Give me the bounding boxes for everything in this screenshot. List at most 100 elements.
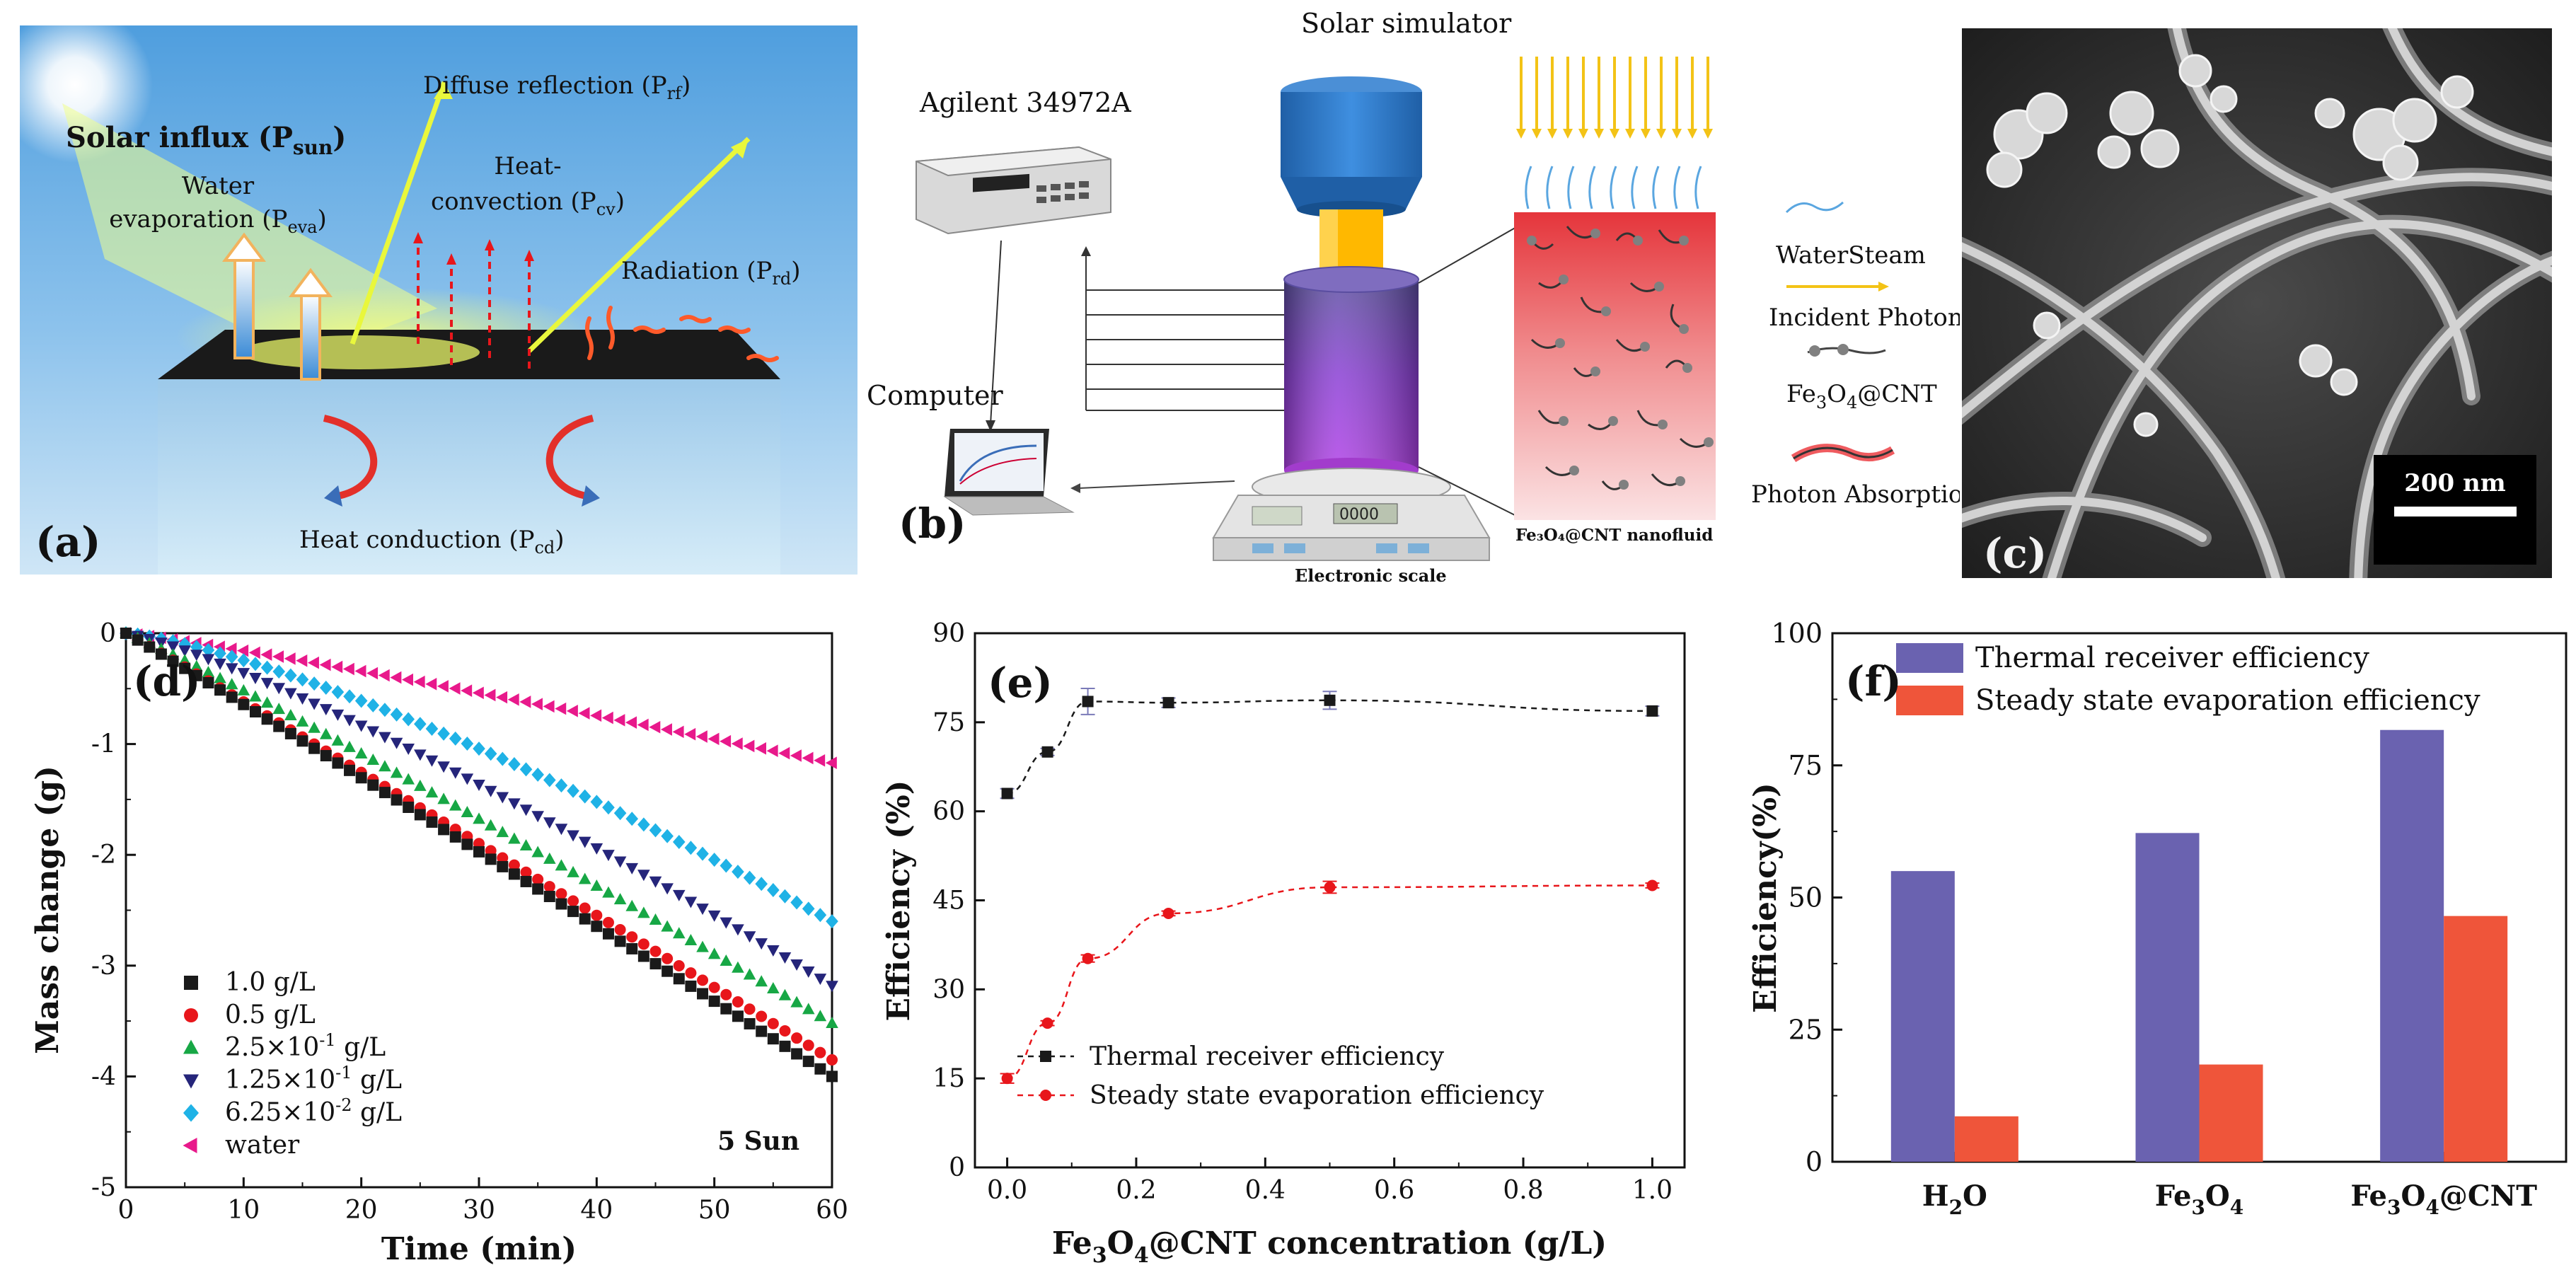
data-point <box>226 691 238 703</box>
data-point <box>826 1070 838 1083</box>
x-tick-label: 0 <box>118 1196 134 1225</box>
data-point <box>731 737 743 750</box>
data-point <box>249 706 261 718</box>
data-point <box>696 940 709 952</box>
data-point <box>190 659 203 671</box>
data-point <box>590 709 602 722</box>
data-point <box>1646 705 1658 717</box>
data-point <box>225 642 237 655</box>
data-point <box>684 727 696 741</box>
data-point <box>519 804 533 816</box>
legend-marker <box>183 1138 197 1153</box>
data-point <box>732 865 744 879</box>
data-point <box>744 1017 756 1029</box>
nanotube-fibers <box>1962 28 2552 578</box>
data-point <box>1646 879 1658 891</box>
data-point <box>743 739 755 753</box>
data-series <box>119 626 838 1083</box>
data-point <box>508 868 520 880</box>
data-point <box>379 760 391 772</box>
data-point <box>261 713 273 725</box>
data-point <box>296 715 309 727</box>
bars <box>1890 729 2508 1162</box>
data-point <box>779 1025 791 1037</box>
data-point <box>378 669 390 682</box>
data-point <box>344 764 356 776</box>
bar-Steady state evaporation efficiency <box>2444 916 2508 1162</box>
y-tick-label: -4 <box>91 1062 116 1091</box>
data-point <box>214 671 226 683</box>
data-point <box>790 959 803 971</box>
data-point <box>190 669 202 681</box>
sample-container <box>1283 266 1419 483</box>
data-point <box>602 800 615 815</box>
panel-c-sem-image: 200 nm (c) <box>1962 28 2552 578</box>
electronic-scale-icon: 0000 <box>1212 468 1491 561</box>
data-point <box>531 811 544 823</box>
data-point <box>343 689 356 704</box>
data-point <box>461 736 474 751</box>
incident-photon-arrows <box>1516 57 1713 139</box>
data-point <box>767 1033 779 1045</box>
svg-text:convection (Pcv): convection (Pcv) <box>431 187 625 219</box>
data-point <box>425 755 439 767</box>
data-point <box>473 741 485 756</box>
legend-entry: Thermal receiver efficiency <box>1975 642 2369 674</box>
data-point <box>814 754 826 767</box>
data-point <box>449 831 461 843</box>
data-point <box>496 691 508 704</box>
data-point <box>778 889 792 904</box>
data-point <box>790 995 803 1008</box>
data-point <box>578 836 591 848</box>
series-Steady state evaporation efficiency <box>1000 879 1660 1085</box>
x-tick-label: H2O <box>1922 1179 1987 1219</box>
data-point <box>591 909 603 921</box>
data-point <box>661 829 674 843</box>
legend-marker <box>183 1104 199 1122</box>
data-point <box>284 652 296 665</box>
data-point <box>637 950 649 962</box>
data-point <box>637 718 649 732</box>
agilent-label: Agilent 34972A <box>919 87 1131 118</box>
data-point <box>473 846 485 858</box>
data-point <box>555 702 567 715</box>
nanoparticle-clusters <box>1986 54 2474 437</box>
series-line <box>1007 699 1653 795</box>
legend: Thermal receiver efficiency Steady state … <box>1017 1042 1544 1110</box>
solar-influx-label: Solar influx (P <box>66 121 293 154</box>
panel-b-setup: Solar simulator Agilent 34972A Computer <box>867 8 1960 586</box>
data-point <box>708 995 720 1008</box>
data-point <box>743 931 756 943</box>
data-point <box>649 720 661 734</box>
legend-entry: Thermal receiver efficiency <box>1090 1042 1445 1071</box>
data-point <box>578 789 591 804</box>
panel-c-label: (c) <box>1983 529 2047 577</box>
data-point <box>825 756 837 770</box>
legend-marker <box>1040 1051 1051 1062</box>
data-point <box>461 684 473 697</box>
data-point <box>685 980 697 992</box>
data-point <box>414 779 427 791</box>
data-point <box>390 766 403 778</box>
data-point <box>449 799 462 811</box>
x-tick-label: 0.6 <box>1374 1176 1414 1205</box>
y-tick-label: 45 <box>932 887 965 916</box>
data-point <box>496 751 509 766</box>
data-point <box>484 746 497 761</box>
data-point <box>613 806 627 821</box>
data-point <box>438 824 450 836</box>
data-point <box>296 672 309 687</box>
data-point <box>566 705 578 717</box>
data-point <box>613 856 627 868</box>
data-point <box>720 917 733 929</box>
heat-conduction-label: Heat conduction (P <box>299 526 534 554</box>
data-point <box>755 877 768 891</box>
data-point <box>613 714 625 727</box>
bar-Thermal receiver efficiency <box>2380 729 2444 1162</box>
conduction-arrow-right <box>545 415 594 500</box>
data-point <box>1082 952 1094 964</box>
data-point <box>1041 746 1053 758</box>
data-point <box>685 967 697 979</box>
data-point <box>202 642 215 657</box>
data-point <box>543 852 556 864</box>
